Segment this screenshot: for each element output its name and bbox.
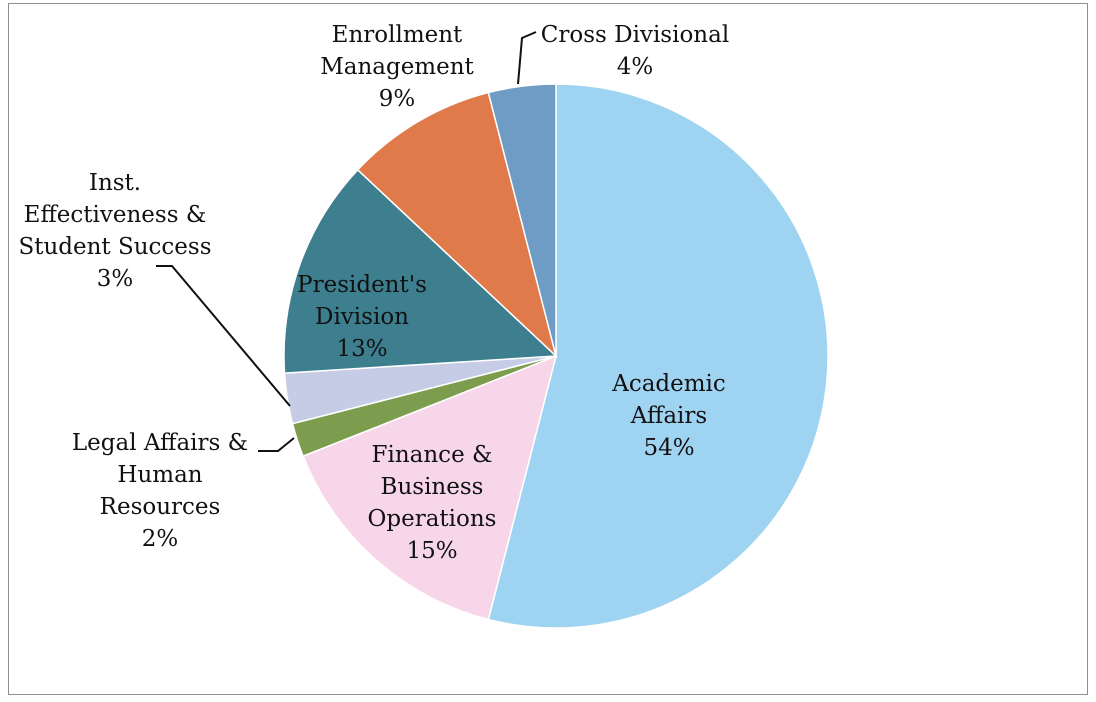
slice-label-line: Enrollment — [332, 22, 463, 48]
data-label-enrollment-management: Enrollment Management 9% — [320, 22, 474, 112]
slice-label-line: Operations — [368, 506, 497, 532]
pie-slice-academic-affairs — [487, 83, 829, 629]
data-label-legal-affairs-and-human-resources: Legal Affairs & Human Resources 2% — [72, 430, 248, 552]
leader-line-legal-affairs-and-human-resources — [258, 437, 295, 452]
slice-label-line: Management — [320, 54, 474, 80]
slice-label-line: Human — [117, 462, 202, 488]
slice-label-line: Inst. — [89, 170, 141, 196]
data-label-cross-divisional: Cross Divisional 4% — [541, 22, 729, 80]
data-label-inst-effectiveness-and-student-success: Inst. Effectiveness & Student Success 3% — [18, 170, 211, 292]
data-label-finance-and-business-operations: Finance & Business Operations 15% — [368, 442, 497, 564]
slice-percent: 15% — [406, 538, 457, 564]
slice-percent: 13% — [336, 336, 387, 362]
slice-label-line: Business — [381, 474, 484, 500]
slice-percent: 4% — [617, 54, 654, 80]
pie-slice-finance-and-business-operations — [302, 354, 558, 621]
data-label-presidents-division: President's Division 13% — [297, 272, 427, 362]
slice-label-line: Resources — [100, 494, 221, 520]
slice-percent: 54% — [643, 435, 694, 461]
slice-label-line: Effectiveness & — [24, 202, 207, 228]
slice-label-line: Division — [315, 304, 409, 330]
slice-label-line: Student Success — [18, 234, 211, 260]
leader-line-inst-effectiveness-and-student-success — [156, 265, 291, 407]
data-label-academic-affairs: Academic Affairs 54% — [611, 371, 726, 461]
slice-label-line: Cross Divisional — [541, 22, 729, 48]
slice-percent: 9% — [379, 86, 416, 112]
slice-label-line: Affairs — [630, 403, 707, 429]
slice-label-line: Finance & — [372, 442, 493, 468]
slice-label-line: President's — [297, 272, 427, 298]
slice-percent: 2% — [142, 526, 179, 552]
slice-percent: 3% — [97, 266, 134, 292]
slice-label-line: Academic — [611, 371, 726, 397]
slice-label-line: Legal Affairs & — [72, 430, 248, 456]
pie-slice-enrollment-management — [356, 91, 558, 359]
leader-line-cross-divisional — [517, 31, 537, 85]
pie-slice-cross-divisional — [487, 83, 557, 357]
pie-slice-presidents-division — [283, 168, 558, 374]
